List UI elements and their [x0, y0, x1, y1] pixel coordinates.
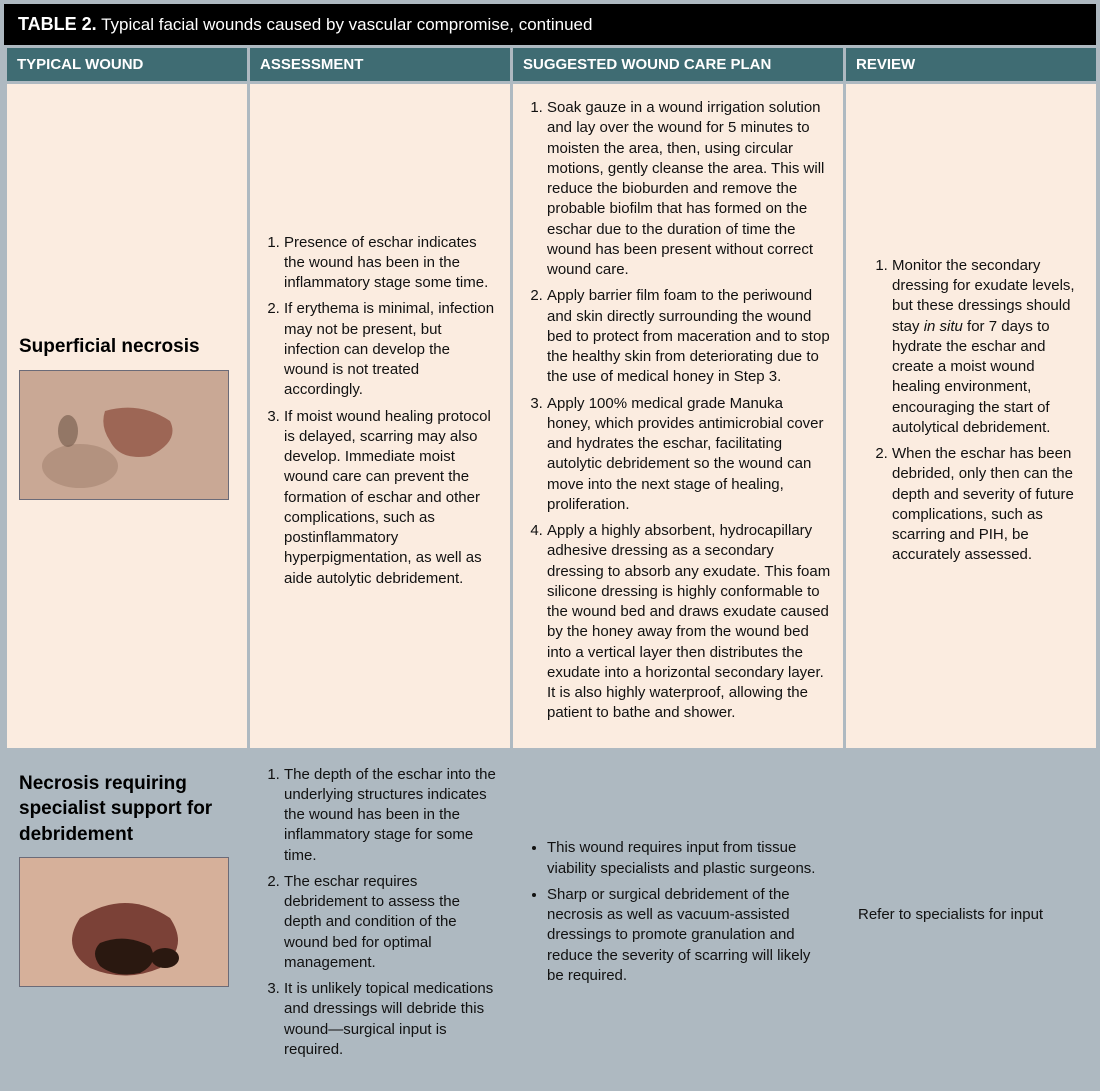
list-item: Monitor the secondary dressing for exuda… — [892, 256, 1084, 438]
list-item: This wound requires input from tissue vi… — [547, 838, 831, 879]
header-review: REVIEW — [846, 48, 1096, 81]
plan-list-1: Soak gauze in a wound irrigation solutio… — [525, 98, 831, 724]
wound-photo-necrosis-icon — [20, 858, 229, 987]
list-item: The eschar requires debridement to asses… — [284, 872, 498, 973]
plan-list-2: This wound requires input from tissue vi… — [525, 838, 831, 986]
cell-review-2: Refer to specialists for input — [846, 751, 1096, 1085]
header-row: TYPICAL WOUND ASSESSMENT SUGGESTED WOUND… — [7, 48, 1096, 81]
wound-image-2 — [19, 857, 229, 987]
wound-table: TYPICAL WOUND ASSESSMENT SUGGESTED WOUND… — [4, 45, 1099, 1087]
wound-image-1 — [19, 370, 229, 500]
table-row: Superficial necrosis Presence of eschar … — [7, 84, 1096, 748]
list-item: Apply a highly absorbent, hydrocapillary… — [547, 521, 831, 724]
header-assessment: ASSESSMENT — [250, 48, 510, 81]
list-item: It is unlikely topical medications and d… — [284, 979, 498, 1060]
wound-title-2: Necrosis requiring specialist support fo… — [19, 771, 235, 848]
list-item: Apply barrier film foam to the periwound… — [547, 286, 831, 387]
header-plan: SUGGESTED WOUND CARE PLAN — [513, 48, 843, 81]
cell-plan-1: Soak gauze in a wound irrigation solutio… — [513, 84, 843, 748]
review-text-italic: in situ — [924, 318, 963, 335]
list-item: If moist wound healing protocol is delay… — [284, 407, 498, 589]
cell-assessment-1: Presence of eschar indicates the wound h… — [250, 84, 510, 748]
list-item: Soak gauze in a wound irrigation solutio… — [547, 98, 831, 280]
list-item: The depth of the eschar into the underly… — [284, 765, 498, 866]
table-title-bar: TABLE 2. Typical facial wounds caused by… — [4, 4, 1096, 45]
list-item: Apply 100% medical grade Manuka honey, w… — [547, 394, 831, 516]
table-title-text: Typical facial wounds caused by vascular… — [97, 15, 593, 34]
assessment-list-2: The depth of the eschar into the underly… — [262, 765, 498, 1061]
review-list-1: Monitor the secondary dressing for exuda… — [858, 256, 1084, 566]
list-item: When the eschar has been debrided, only … — [892, 444, 1084, 566]
review-text-post: for 7 days to hydrate the eschar and cre… — [892, 318, 1050, 436]
cell-wound-1: Superficial necrosis — [7, 84, 247, 748]
list-item: Sharp or surgical debridement of the nec… — [547, 885, 831, 986]
review-text-2: Refer to specialists for input — [858, 906, 1043, 923]
table-row: Necrosis requiring specialist support fo… — [7, 751, 1096, 1085]
assessment-list-1: Presence of eschar indicates the wound h… — [262, 233, 498, 589]
list-item: Presence of eschar indicates the wound h… — [284, 233, 498, 294]
cell-assessment-2: The depth of the eschar into the underly… — [250, 751, 510, 1085]
wound-photo-superficial-icon — [20, 371, 229, 500]
cell-wound-2: Necrosis requiring specialist support fo… — [7, 751, 247, 1085]
wound-title-1: Superficial necrosis — [19, 334, 235, 360]
header-typical-wound: TYPICAL WOUND — [7, 48, 247, 81]
list-item: If erythema is minimal, infection may no… — [284, 299, 498, 400]
table-container: TABLE 2. Typical facial wounds caused by… — [0, 0, 1100, 1091]
table-number: TABLE 2. — [18, 14, 97, 34]
cell-review-1: Monitor the secondary dressing for exuda… — [846, 84, 1096, 748]
cell-plan-2: This wound requires input from tissue vi… — [513, 751, 843, 1085]
